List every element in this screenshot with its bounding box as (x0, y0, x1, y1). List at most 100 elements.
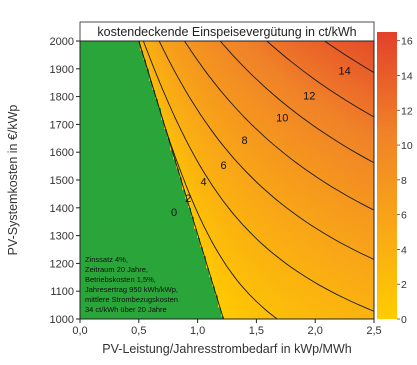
heat-cell (188, 249, 192, 254)
heat-cell (221, 104, 225, 109)
heat-cell (161, 104, 165, 109)
heat-cell (200, 264, 204, 269)
heat-cell (83, 315, 87, 319)
heat-cell (116, 50, 120, 54)
heat-cell (149, 306, 153, 311)
heat-cell (83, 273, 87, 278)
heat-cell (236, 140, 240, 145)
heat-cell (83, 53, 87, 57)
heat-cell (200, 110, 204, 115)
heat-cell (125, 68, 129, 72)
heat-cell (221, 161, 225, 166)
heat-cell (146, 143, 150, 148)
heat-cell (167, 246, 171, 251)
heat-cell (233, 312, 237, 317)
heat-cell (227, 288, 231, 293)
heat-cell (212, 273, 216, 278)
heat-cell (221, 273, 225, 278)
heat-cell (200, 71, 204, 75)
heat-cell (122, 89, 126, 93)
heat-cell (164, 47, 168, 51)
heat-cell (158, 219, 162, 223)
heat-cell (116, 140, 120, 145)
heat-cell (92, 110, 96, 115)
heat-cell (233, 140, 237, 145)
heat-cell (98, 300, 102, 305)
heat-cell (110, 143, 114, 148)
heat-cell (149, 131, 153, 136)
heat-cell (101, 234, 105, 239)
heat-cell (224, 291, 228, 296)
heat-cell (92, 279, 96, 284)
heat-cell (236, 134, 240, 139)
heat-cell (164, 183, 168, 187)
heat-cell (212, 303, 216, 308)
heat-cell (122, 176, 126, 181)
heat-cell (80, 186, 84, 190)
heat-cell (137, 234, 141, 239)
heat-cell (227, 71, 231, 75)
heat-cell (101, 315, 105, 319)
heat-cell (110, 119, 114, 124)
heat-cell (206, 228, 210, 232)
heat-cell (239, 113, 243, 118)
heat-cell (95, 243, 99, 248)
heat-cell (149, 195, 153, 199)
heat-cell (200, 261, 204, 266)
heat-cell (164, 158, 168, 163)
heat-cell (173, 62, 177, 66)
heat-cell (95, 155, 99, 160)
heat-cell (227, 219, 231, 223)
heat-cell (176, 222, 180, 226)
heat-cell (215, 246, 219, 251)
heat-cell (209, 231, 213, 235)
heat-cell (161, 173, 165, 178)
heat-cell (155, 225, 159, 229)
heat-cell (179, 225, 183, 229)
heat-cell (233, 47, 237, 51)
heat-cell (86, 152, 90, 157)
heat-cell (146, 41, 150, 45)
heat-cell (155, 161, 159, 166)
heat-cell (137, 176, 141, 181)
heat-cell (140, 83, 144, 87)
heat-cell (218, 95, 222, 100)
heat-cell (140, 92, 144, 96)
heat-cell (233, 68, 237, 72)
heat-cell (137, 95, 141, 100)
heat-cell (119, 315, 123, 319)
heat-cell (233, 98, 237, 103)
heat-cell (185, 143, 189, 148)
heat-cell (170, 234, 174, 239)
heat-cell (203, 183, 207, 187)
heat-cell (197, 173, 201, 178)
heat-cell (203, 201, 207, 205)
heat-cell (89, 300, 93, 305)
heat-cell (107, 261, 111, 266)
heat-cell (179, 59, 183, 63)
heat-cell (206, 255, 210, 260)
heat-cell (242, 252, 246, 257)
heat-cell (95, 297, 99, 302)
heat-cell (152, 131, 156, 136)
heat-cell (128, 161, 132, 166)
heat-cell (179, 152, 183, 157)
heat-cell (122, 201, 126, 205)
heat-cell (86, 161, 90, 166)
heat-cell (161, 74, 165, 78)
heat-cell (233, 276, 237, 281)
heat-cell (179, 134, 183, 139)
heat-cell (80, 92, 84, 96)
heat-cell (89, 189, 93, 193)
heat-cell (215, 261, 219, 266)
heat-cell (98, 249, 102, 254)
heat-cell (125, 149, 129, 154)
heat-cell (170, 231, 174, 235)
heat-cell (158, 294, 162, 299)
heat-cell (176, 183, 180, 187)
heat-cell (80, 294, 84, 299)
heat-cell (116, 56, 120, 60)
heat-cell (164, 176, 168, 181)
heat-cell (110, 222, 114, 226)
heat-cell (104, 140, 108, 145)
